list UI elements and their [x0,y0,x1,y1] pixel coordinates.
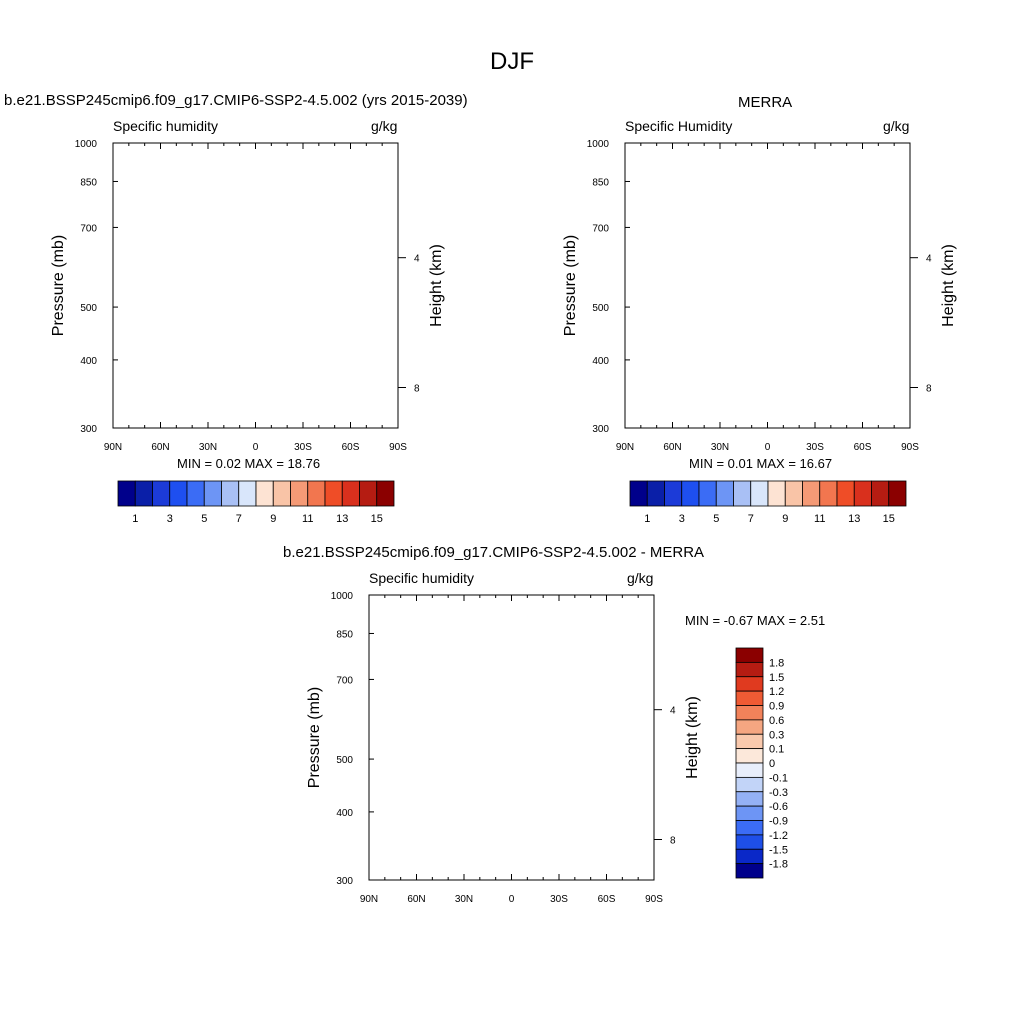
variable-label-diff: Specific humidity [369,570,475,586]
panel-title-diff: b.e21.BSSP245cmip6.f09_g17.CMIP6-SSP2-4.… [283,544,705,561]
panel-title-obs: MERRA [738,94,793,111]
variable-label-model: Specific humidity [113,118,219,134]
terrain-mask [336,155,398,428]
units-label-diff: g/kg [627,570,654,586]
figure-title: DJF [490,48,534,75]
field-obs [905,227,910,428]
units-label-model: g/kg [371,118,398,134]
stats-obs: MIN = 0.01 MAX = 16.67 [689,456,833,471]
units-label-obs: g/kg [883,118,910,134]
panel-title-model: b.e21.BSSP245cmip6.f09_g17.CMIP6-SSP2-4.… [4,92,468,109]
variable-label-obs: Specific Humidity [625,118,733,134]
stats-diff: MIN = -0.67 MAX = 2.51 [685,613,826,628]
stats-model: MIN = 0.02 MAX = 18.76 [177,456,321,471]
field-model [336,155,398,428]
